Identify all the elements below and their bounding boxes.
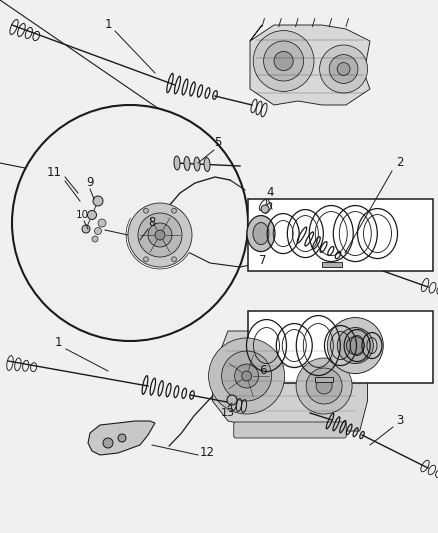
Circle shape <box>316 378 332 394</box>
Circle shape <box>242 371 251 381</box>
Circle shape <box>346 336 364 354</box>
Polygon shape <box>250 25 370 105</box>
Bar <box>248 199 433 271</box>
Circle shape <box>88 211 96 220</box>
Text: 8: 8 <box>148 216 155 230</box>
Circle shape <box>327 318 383 374</box>
Circle shape <box>98 219 106 227</box>
Text: 6: 6 <box>259 365 267 377</box>
Text: 12: 12 <box>199 447 215 459</box>
Circle shape <box>337 62 350 75</box>
Circle shape <box>172 257 177 262</box>
Bar <box>314 376 332 382</box>
Circle shape <box>208 338 285 414</box>
Bar <box>248 311 433 383</box>
Circle shape <box>306 368 342 404</box>
Polygon shape <box>212 331 367 431</box>
Circle shape <box>118 434 126 442</box>
Text: 7: 7 <box>259 254 267 268</box>
Circle shape <box>227 395 237 405</box>
Circle shape <box>93 196 103 206</box>
Ellipse shape <box>253 223 269 245</box>
Circle shape <box>235 364 258 388</box>
Circle shape <box>274 51 293 70</box>
Circle shape <box>261 205 269 213</box>
Circle shape <box>172 208 177 213</box>
Text: 13: 13 <box>221 408 235 418</box>
Circle shape <box>144 257 148 262</box>
Circle shape <box>222 351 272 401</box>
Circle shape <box>12 105 248 341</box>
Circle shape <box>128 203 192 267</box>
Circle shape <box>82 225 90 233</box>
Circle shape <box>329 54 358 83</box>
Circle shape <box>92 236 98 242</box>
Polygon shape <box>88 421 155 455</box>
Circle shape <box>148 223 172 247</box>
Circle shape <box>103 438 113 448</box>
Circle shape <box>337 328 373 364</box>
Text: 2: 2 <box>396 157 404 169</box>
Circle shape <box>253 30 314 91</box>
Bar <box>322 262 342 266</box>
Text: 5: 5 <box>214 136 222 149</box>
Ellipse shape <box>247 215 275 252</box>
Text: 10: 10 <box>75 210 88 220</box>
FancyBboxPatch shape <box>234 422 346 438</box>
Text: 3: 3 <box>396 415 404 427</box>
Text: 11: 11 <box>46 166 61 180</box>
Ellipse shape <box>194 157 200 171</box>
Circle shape <box>155 230 165 240</box>
Circle shape <box>296 358 352 414</box>
Circle shape <box>144 208 148 213</box>
Text: 1: 1 <box>54 336 62 350</box>
Text: 4: 4 <box>266 187 274 199</box>
Circle shape <box>264 41 304 81</box>
Circle shape <box>138 213 182 257</box>
Text: 9: 9 <box>86 176 94 190</box>
Text: 1: 1 <box>104 19 112 31</box>
Ellipse shape <box>184 157 190 171</box>
Ellipse shape <box>174 156 180 170</box>
Ellipse shape <box>204 158 210 172</box>
Circle shape <box>320 45 367 93</box>
Circle shape <box>95 228 102 235</box>
